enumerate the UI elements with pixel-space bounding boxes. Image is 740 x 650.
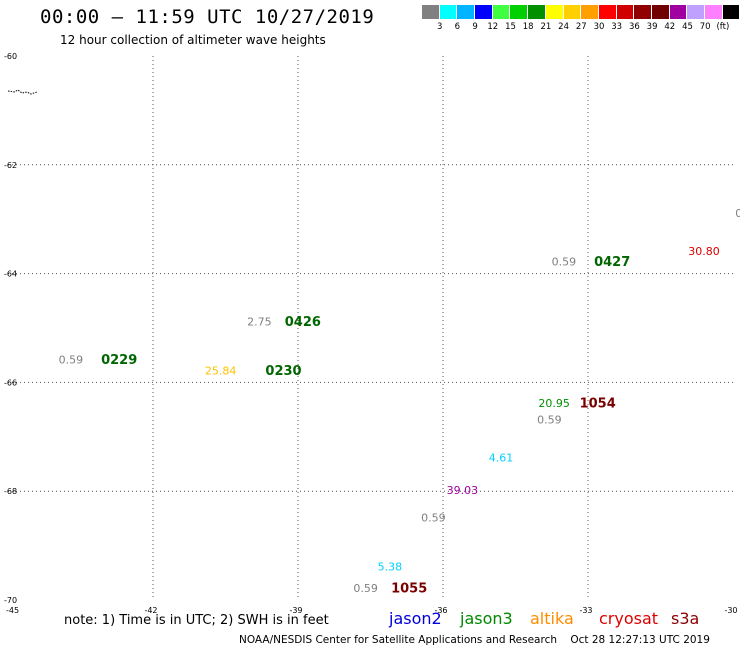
color-scale-label: 45 bbox=[682, 22, 693, 32]
pass-time-label: 0427 bbox=[594, 255, 630, 270]
wave-height-label: 0.59 bbox=[353, 582, 378, 595]
color-scale-label: (ft) bbox=[716, 22, 730, 32]
wave-height-label: 0.59 bbox=[537, 413, 562, 426]
color-scale-label: 3 bbox=[436, 22, 443, 32]
pass-time-label: 1054 bbox=[580, 397, 616, 412]
wave-height-label: 25.84 bbox=[205, 365, 237, 378]
x-tick-label: -36 bbox=[434, 606, 447, 615]
wave-height-label: 30.80 bbox=[688, 245, 720, 258]
color-scale-label: 70 bbox=[699, 22, 711, 32]
y-tick-label: -66 bbox=[4, 378, 17, 387]
color-swatch bbox=[616, 5, 635, 19]
legend-jason2: jason2 bbox=[389, 609, 442, 628]
wave-height-label: 0.59 bbox=[59, 354, 84, 367]
wave-height-label: 4.61 bbox=[489, 452, 514, 465]
color-scale-label: 9 bbox=[472, 22, 478, 32]
data-labels: 0.5925.842.750.5930.800.592120.950.594.6… bbox=[59, 207, 740, 597]
color-scale-label: 39 bbox=[646, 22, 658, 32]
x-tick-label: -30 bbox=[724, 606, 737, 615]
x-tick-label: -33 bbox=[579, 606, 592, 615]
color-scale-label: 15 bbox=[505, 22, 516, 32]
color-scale-label: 33 bbox=[611, 22, 623, 32]
footnote: note: 1) Time is in UTC; 2) SWH is in fe… bbox=[64, 613, 329, 628]
color-scale-label: 27 bbox=[575, 22, 587, 32]
x-tick-label: -42 bbox=[144, 606, 157, 615]
axis-tick-labels: -45 -42 -39 -36 -33 -30 -60 -62 -64 -66 -68 -70 bbox=[4, 52, 738, 615]
color-swatch bbox=[457, 5, 476, 19]
credit-line: NOAA/NESDIS Center for Satellite Applica… bbox=[239, 634, 710, 646]
wave-height-label: 5.38 bbox=[378, 560, 403, 573]
color-scale-label: 36 bbox=[628, 22, 640, 32]
y-tick-label: -62 bbox=[4, 161, 17, 170]
color-swatch bbox=[705, 5, 723, 19]
color-swatch bbox=[439, 5, 458, 19]
pass-time-label: 0229 bbox=[101, 353, 137, 368]
wave-height-label: 20.95 bbox=[538, 397, 570, 410]
legend-jason3: jason3 bbox=[460, 609, 513, 628]
x-tick-label: -45 bbox=[6, 606, 19, 615]
wave-height-label: 0.59 bbox=[421, 511, 446, 524]
y-tick-label: -68 bbox=[4, 487, 17, 496]
color-scale-bar bbox=[422, 5, 740, 19]
y-tick-label: -70 bbox=[4, 596, 17, 605]
x-tick-label: -39 bbox=[289, 606, 302, 615]
color-swatch bbox=[492, 5, 511, 19]
wave-height-label: 2.75 bbox=[247, 316, 272, 329]
color-swatch bbox=[669, 5, 688, 19]
grid-lines bbox=[8, 56, 733, 600]
color-swatch bbox=[598, 5, 617, 19]
color-scale-label: 24 bbox=[558, 22, 570, 32]
page-title: 00:00 – 11:59 UTC 10/27/2019 bbox=[40, 6, 375, 28]
color-scale-label: 12 bbox=[487, 22, 499, 32]
color-swatch bbox=[422, 5, 440, 19]
pass-time-label: 0426 bbox=[285, 315, 321, 330]
color-swatch bbox=[475, 5, 493, 19]
y-tick-label: -64 bbox=[4, 270, 17, 279]
color-scale-label: 42 bbox=[664, 22, 676, 32]
color-scale-label: 18 bbox=[522, 22, 534, 32]
legend-altika: altika bbox=[530, 609, 574, 628]
color-swatch bbox=[581, 5, 599, 19]
wave-height-label: 0.59 bbox=[552, 256, 577, 269]
color-swatch bbox=[510, 5, 529, 19]
pass-time-label: 0230 bbox=[265, 364, 301, 379]
color-scale-label: 21 bbox=[540, 22, 552, 32]
color-swatch bbox=[563, 5, 582, 19]
y-tick-label: -60 bbox=[4, 52, 17, 61]
color-swatch bbox=[545, 5, 564, 19]
color-swatch bbox=[528, 5, 546, 19]
color-scale-label: 6 bbox=[454, 22, 461, 32]
wave-height-label: 39.03 bbox=[447, 484, 479, 497]
color-swatch bbox=[634, 5, 652, 19]
coastline-mark bbox=[7, 89, 38, 95]
color-swatch bbox=[687, 5, 705, 19]
legend-cryosat: cryosat bbox=[599, 609, 659, 628]
pass-time-label: 1055 bbox=[391, 582, 427, 597]
page-subtitle: 12 hour collection of altimeter wave hei… bbox=[60, 33, 326, 47]
wave-height-label: 0.59 bbox=[735, 207, 740, 220]
credit-timestamp: Oct 28 12:27:13 UTC 2019 bbox=[570, 634, 710, 646]
color-scale-label: 30 bbox=[593, 22, 605, 32]
legend-s3a: s3a bbox=[671, 609, 700, 628]
color-swatch bbox=[651, 5, 670, 19]
credit-text: NOAA/NESDIS Center for Satellite Applica… bbox=[239, 634, 557, 646]
